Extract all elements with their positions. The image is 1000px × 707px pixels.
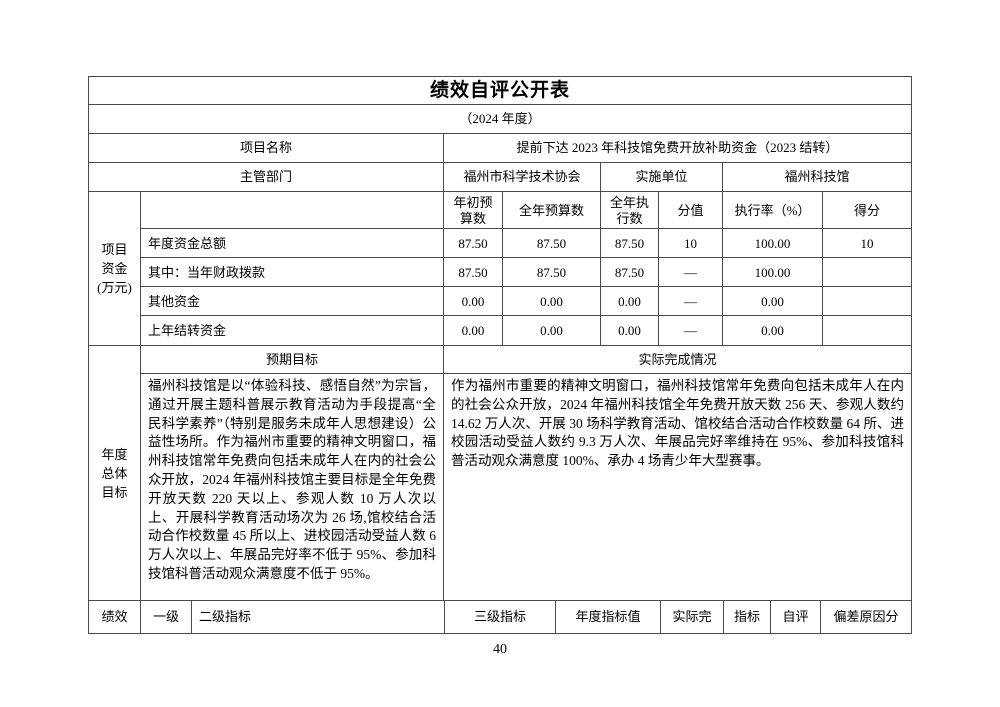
funds-header-initial-budget: 年初预算数	[444, 192, 503, 229]
fund-value: 87.50	[601, 258, 659, 287]
fund-value: 0.00	[503, 287, 601, 316]
funds-header-row: 年初预算数 全年预算数 全年执行数 分值 执行率（%） 得分	[141, 192, 911, 229]
performance-self-eval-table: 绩效自评公开表 （2024 年度） 项目名称 提前下达 2023 年科技馆免费开…	[88, 76, 912, 634]
fund-value: 0.00	[444, 316, 503, 345]
fiscal-year-row: （2024 年度）	[89, 105, 911, 134]
fund-value: 10	[659, 229, 723, 258]
project-name-label: 项目名称	[89, 134, 444, 162]
funds-header-annual-execution: 全年执行数	[601, 192, 659, 229]
project-name-row: 项目名称 提前下达 2023 年科技馆免费开放补助资金（2023 结转）	[89, 134, 911, 163]
fund-value: 87.50	[503, 229, 601, 258]
goals-header-row: 预期目标 实际完成情况	[141, 346, 911, 374]
funds-row-carryover: 上年结转资金 0.00 0.00 0.00 — 0.00	[141, 316, 911, 345]
funds-section-label: 项目 资金 (万元)	[89, 192, 141, 345]
funds-header-score-value: 分值	[659, 192, 723, 229]
perf-deviation-label: 偏差原因分	[833, 609, 899, 624]
perf-label: 绩效	[89, 601, 141, 633]
expected-goal-header: 预期目标	[141, 346, 444, 374]
funds-header-score: 得分	[853, 202, 880, 218]
perf-indicator-label: 指标	[724, 601, 771, 633]
perf-annual-target-label: 年度指标值	[556, 601, 661, 633]
fund-row-name: 年度资金总额	[141, 229, 444, 258]
funds-row-fiscal-allocation: 其中：当年财政拨款 87.50 87.50 87.50 — 100.00	[141, 258, 911, 287]
perf-actual-label: 实际完	[661, 601, 724, 633]
perf-level3-label: 三级指标	[445, 601, 556, 633]
title-row: 绩效自评公开表	[89, 77, 911, 105]
fund-row-name: 上年结转资金	[141, 316, 444, 345]
fund-value: —	[659, 316, 723, 345]
perf-selfeval-label: 自评	[771, 601, 821, 633]
performance-indicator-row: 绩效 一级 二级指标 三级指标 年度指标值 实际完 指标 自评 偏差原因分	[89, 601, 911, 633]
department-row: 主管部门 福州市科学技术协会 实施单位 福州科技馆	[89, 163, 911, 192]
fund-value: 87.50	[601, 229, 659, 258]
annual-goals-section: 年度 总体 目标 预期目标 实际完成情况 福州科技馆是以“体验科技、感悟自然”为…	[89, 346, 911, 601]
fund-value	[823, 316, 911, 345]
fund-value: 0.00	[723, 287, 823, 316]
implement-unit-value: 福州科技馆	[784, 169, 850, 184]
page-title: 绩效自评公开表	[429, 79, 570, 101]
fund-value: 87.50	[444, 229, 503, 258]
fund-value	[823, 258, 911, 287]
fund-row-name: 其他资金	[141, 287, 444, 316]
fund-value: 100.00	[723, 258, 823, 287]
funds-row-other: 其他资金 0.00 0.00 0.00 — 0.00	[141, 287, 911, 316]
goals-text-row: 福州科技馆是以“体验科技、感悟自然”为宗旨，通过开展主题科普展示教育活动为手段提…	[141, 374, 911, 600]
funds-header-empty	[141, 192, 444, 229]
actual-completion-header: 实际完成情况	[638, 352, 717, 367]
department-label: 主管部门	[89, 163, 444, 191]
implement-unit-label: 实施单位	[601, 163, 723, 191]
fiscal-year: （2024 年度）	[459, 111, 541, 126]
fund-row-name: 其中：当年财政拨款	[141, 258, 444, 287]
funds-section: 项目 资金 (万元) 年初预算数 全年预算数 全年执行数 分值 执行率（%） 得…	[89, 192, 911, 346]
goals-subtable: 预期目标 实际完成情况 福州科技馆是以“体验科技、感悟自然”为宗旨，通过开展主题…	[141, 346, 911, 600]
fund-value: 87.50	[503, 258, 601, 287]
funds-header-annual-budget: 全年预算数	[503, 192, 601, 229]
fund-value: 100.00	[723, 229, 823, 258]
project-name-value: 提前下达 2023 年科技馆免费开放补助资金（2023 结转）	[516, 140, 839, 155]
fund-value: —	[659, 287, 723, 316]
page-number: 40	[493, 642, 507, 657]
fund-value: 87.50	[444, 258, 503, 287]
fund-value: 0.00	[444, 287, 503, 316]
perf-level2-label: 二级指标	[192, 601, 445, 633]
expected-goal-text: 福州科技馆是以“体验科技、感悟自然”为宗旨，通过开展主题科普展示教育活动为手段提…	[141, 374, 444, 600]
department-value: 福州市科学技术协会	[444, 163, 601, 191]
fund-value: 0.00	[601, 316, 659, 345]
fund-value: 0.00	[723, 316, 823, 345]
perf-level1-label: 一级	[141, 601, 192, 633]
fund-value: —	[659, 258, 723, 287]
fund-value: 10	[860, 235, 874, 251]
actual-completion-text: 作为福州市重要的精神文明窗口，福州科技馆常年免费向包括未成年人在内的社会公众开放…	[451, 378, 904, 469]
fund-value	[823, 287, 911, 316]
fund-value: 0.00	[503, 316, 601, 345]
funds-row-total: 年度资金总额 87.50 87.50 87.50 10 100.00 10	[141, 229, 911, 258]
funds-subtable: 年初预算数 全年预算数 全年执行数 分值 执行率（%） 得分 年度资金总额 87…	[141, 192, 911, 345]
annual-goals-label: 年度 总体 目标	[89, 346, 141, 600]
funds-header-execution-rate: 执行率（%）	[723, 192, 823, 229]
fund-value: 0.00	[601, 287, 659, 316]
